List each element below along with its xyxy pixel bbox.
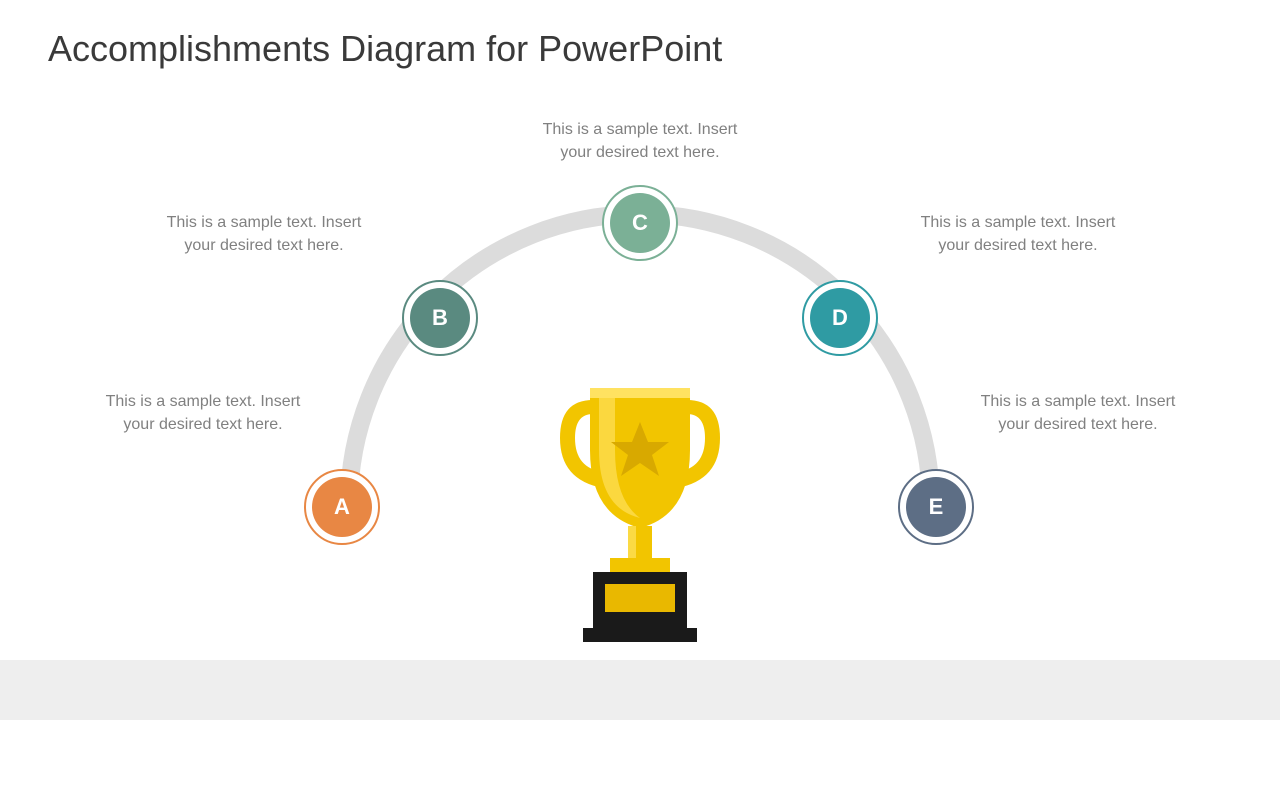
node-d: D xyxy=(802,280,878,356)
node-label-a: A xyxy=(312,477,372,537)
node-caption-d: This is a sample text. Insert your desir… xyxy=(908,211,1128,257)
node-a: A xyxy=(304,469,380,545)
node-label-c: C xyxy=(610,193,670,253)
node-b: B xyxy=(402,280,478,356)
node-caption-c: This is a sample text. Insert your desir… xyxy=(530,118,750,164)
node-caption-a: This is a sample text. Insert your desir… xyxy=(93,390,313,436)
node-caption-b: This is a sample text. Insert your desir… xyxy=(154,211,374,257)
node-caption-e: This is a sample text. Insert your desir… xyxy=(968,390,1188,436)
node-label-b: B xyxy=(410,288,470,348)
node-c: C xyxy=(602,185,678,261)
node-label-d: D xyxy=(810,288,870,348)
node-e: E xyxy=(898,469,974,545)
node-label-e: E xyxy=(906,477,966,537)
trophy-icon xyxy=(555,370,725,660)
accomplishments-diagram: This is a sample text. Insert your desir… xyxy=(0,0,1280,720)
